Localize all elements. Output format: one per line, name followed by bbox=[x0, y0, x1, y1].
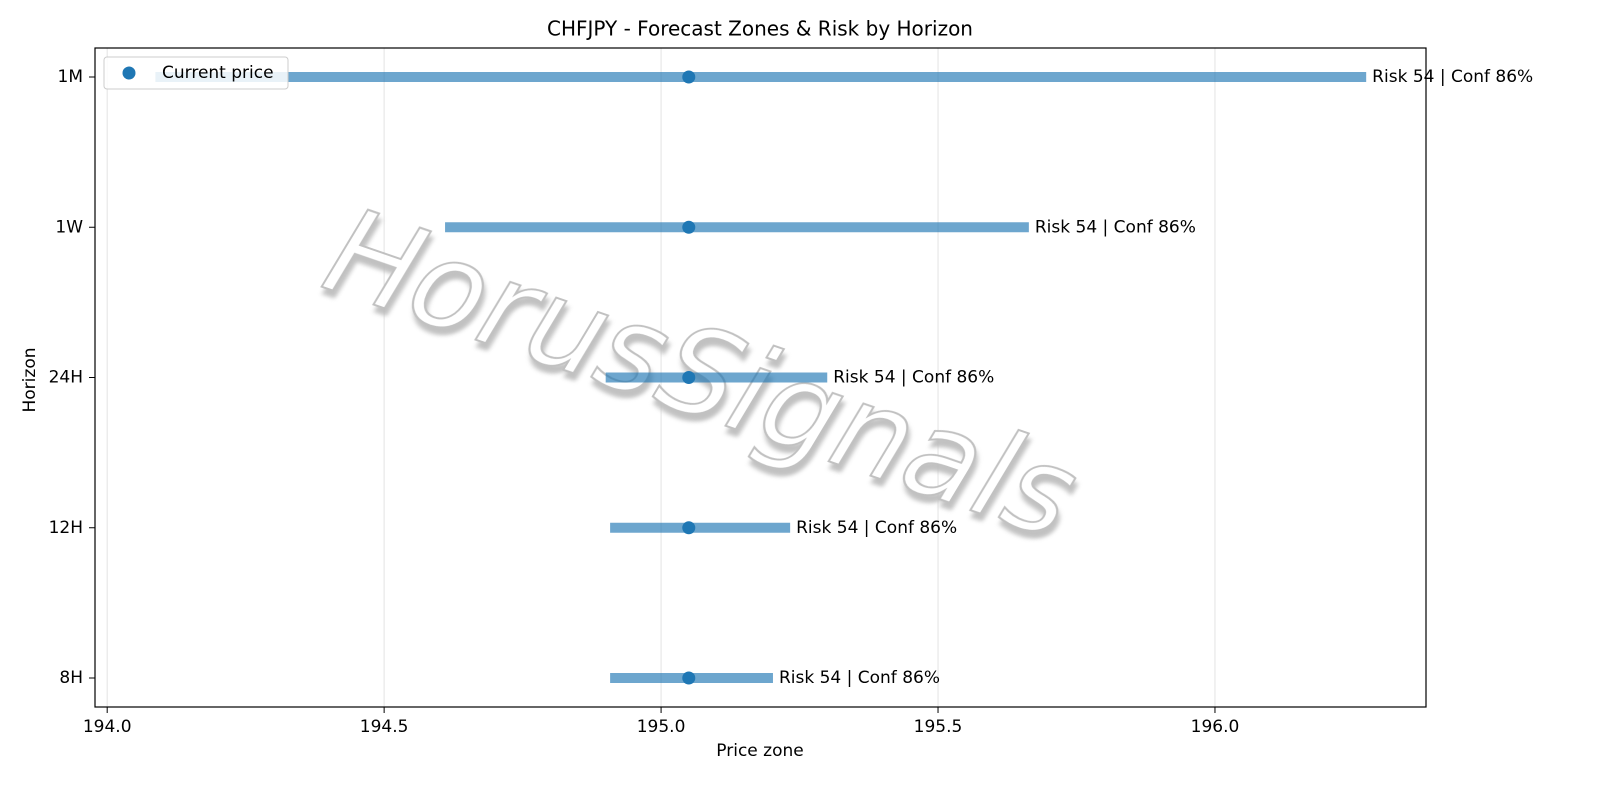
legend-label: Current price bbox=[162, 63, 274, 83]
x-tick-label: 195.5 bbox=[914, 717, 963, 737]
range-bar bbox=[155, 72, 1367, 82]
current-price-dot bbox=[682, 70, 696, 84]
x-tick-label: 194.0 bbox=[83, 717, 132, 737]
range-bar bbox=[445, 222, 1029, 233]
current-price-dot bbox=[682, 671, 696, 685]
x-tick-label: 195.0 bbox=[637, 717, 686, 737]
y-axis-label: Horizon bbox=[20, 348, 40, 413]
x-axis-label: Price zone bbox=[716, 741, 803, 761]
annotation: Risk 54 | Conf 86% bbox=[1035, 217, 1196, 237]
plot-frame bbox=[94, 47, 1427, 708]
chart-title: CHFJPY - Forecast Zones & Risk by Horizo… bbox=[547, 17, 973, 41]
x-tick-label: 196.0 bbox=[1191, 717, 1240, 737]
annotation: Risk 54 | Conf 86% bbox=[779, 668, 940, 688]
range-bar bbox=[610, 522, 791, 533]
current-price-dot bbox=[682, 521, 696, 535]
y-tick-label: 1M bbox=[58, 67, 83, 87]
y-tick-label: 1W bbox=[55, 217, 83, 237]
current-price-dot bbox=[682, 220, 696, 234]
x-tick-label: 194.5 bbox=[360, 717, 409, 737]
annotation: Risk 54 | Conf 86% bbox=[833, 368, 994, 388]
y-tick-label: 8H bbox=[59, 668, 83, 688]
range-bar bbox=[605, 372, 828, 383]
legend: Current price bbox=[103, 56, 289, 90]
legend-marker bbox=[122, 66, 136, 80]
current-price-dot bbox=[682, 371, 696, 384]
y-tick-label: 12H bbox=[49, 518, 83, 538]
legend-box bbox=[103, 56, 289, 90]
y-tick-label: 24H bbox=[49, 368, 83, 388]
annotation: Risk 54 | Conf 86% bbox=[796, 518, 957, 538]
annotation: Risk 54 | Conf 86% bbox=[1372, 67, 1533, 87]
